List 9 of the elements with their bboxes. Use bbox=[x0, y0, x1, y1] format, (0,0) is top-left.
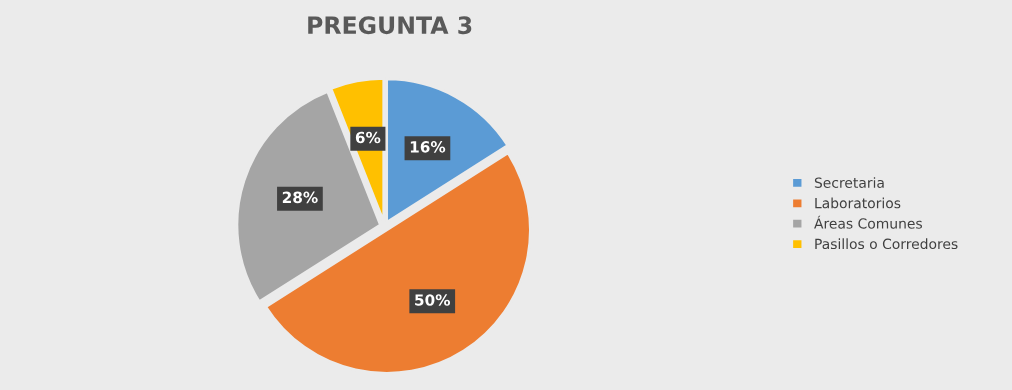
legend-label: Laboratorios bbox=[815, 197, 901, 209]
legend-label: Áreas Comunes bbox=[814, 215, 922, 229]
legend-label: Pasillos o Corredores bbox=[815, 238, 958, 250]
data-label: 6% bbox=[355, 131, 381, 144]
data-label: 28% bbox=[282, 191, 318, 204]
data-label: 50% bbox=[415, 294, 451, 306]
legend-label: Secretaria bbox=[814, 177, 884, 188]
data-label: 16% bbox=[410, 141, 446, 153]
chart-title: PREGUNTA 3 bbox=[308, 16, 472, 35]
